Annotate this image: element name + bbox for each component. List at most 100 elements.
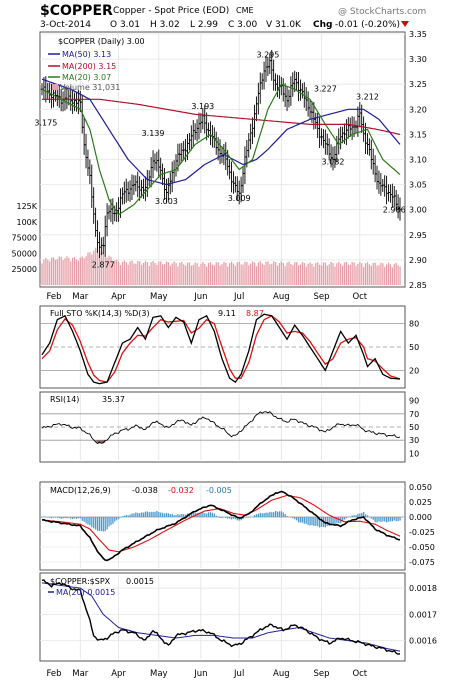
volume-bar: [301, 262, 304, 285]
volume-bar: [89, 252, 91, 285]
volume-bar: [72, 257, 74, 285]
histogram-bar: [56, 517, 59, 518]
down-arrow-icon: [401, 21, 409, 27]
volume-bar: [169, 265, 171, 285]
volume-bar: [296, 262, 298, 285]
histogram-bar: [91, 517, 93, 528]
month-axis-bottom: Feb Mar Apr May Jun Jul Aug Sep Oct: [46, 669, 367, 679]
macd-signal-line: [41, 494, 401, 553]
volume-bar: [207, 262, 210, 285]
histogram-bar: [387, 517, 390, 522]
volume-bar: [104, 255, 106, 285]
volume-tick-label: 50000: [12, 249, 37, 258]
histogram-bar: [123, 515, 126, 517]
y-tick-label: 90: [409, 397, 419, 406]
volume-bar: [135, 263, 137, 285]
rsi-legend-name: RSI(14): [50, 395, 79, 404]
price-annotation: 3.295: [256, 51, 279, 60]
histogram-bar: [286, 516, 288, 517]
histogram-bar: [391, 517, 394, 522]
volume-bar: [307, 263, 309, 285]
volume-bar: [43, 259, 45, 285]
volume-bar: [288, 261, 290, 285]
volume-bar: [251, 261, 254, 285]
month-label: May: [150, 669, 168, 679]
volume-bar: [309, 262, 311, 285]
volume-bar: [303, 263, 305, 285]
histogram-bar: [261, 513, 263, 517]
histogram-bar: [163, 513, 166, 517]
volume-bar: [192, 264, 194, 285]
histogram-bar: [318, 517, 321, 528]
histogram-bar: [179, 514, 181, 517]
price-annotation: 3.193: [191, 102, 214, 111]
sto-legend-k: 9.11: [218, 309, 236, 318]
macd-legend-hist: -0.005: [206, 486, 232, 495]
histogram-bar: [361, 512, 363, 517]
histogram-bar: [102, 517, 104, 532]
volume-bar: [95, 247, 97, 285]
histogram-bar: [343, 517, 346, 520]
month-label: Aug: [273, 292, 290, 302]
volume-bar: [345, 261, 348, 285]
histogram-bar: [62, 517, 64, 519]
legend-ma20: MA(20) 3.07: [62, 73, 111, 82]
histogram-bar: [229, 517, 231, 519]
histogram-bar: [355, 515, 357, 517]
volume-bar: [129, 261, 131, 285]
ticker-description: Copper - Spot Price (EOD): [113, 6, 229, 16]
volume-bar: [50, 257, 53, 285]
volume-bar: [294, 262, 296, 285]
histogram-bar: [380, 517, 382, 522]
volume-bar: [393, 263, 395, 285]
volume-bar: [221, 264, 223, 285]
histogram-bar: [96, 517, 99, 531]
volume-bar: [142, 262, 145, 285]
y-tick-label: 50: [409, 343, 419, 352]
month-label: Feb: [46, 669, 61, 679]
histogram-bar: [326, 517, 328, 526]
volume-bar: [100, 251, 103, 285]
histogram-bar: [177, 514, 179, 517]
y-tick-label: 2.85: [409, 281, 427, 290]
histogram-bar: [351, 515, 353, 517]
macd-legend-signal: -0.032: [168, 486, 194, 495]
volume-bar: [215, 262, 217, 285]
histogram-bar: [303, 517, 305, 524]
volume-bar: [85, 256, 87, 285]
histogram-bar: [378, 517, 380, 522]
exchange-label: CME: [236, 6, 254, 15]
volume-bar: [112, 260, 114, 285]
volume-bar: [357, 263, 359, 285]
histogram-bar: [64, 517, 66, 519]
volume-bar: [144, 260, 147, 285]
volume-bar: [274, 261, 277, 285]
histogram-bar: [213, 513, 215, 517]
volume-bar: [349, 264, 351, 285]
histogram-bar: [263, 513, 265, 517]
histogram-bar: [384, 517, 386, 522]
histogram-bar: [144, 511, 147, 517]
histogram-bar: [135, 512, 137, 517]
legend-main: $COPPER (Daily) 3.00: [58, 37, 145, 46]
histogram-bar: [217, 516, 219, 518]
histogram-bar: [232, 517, 235, 519]
month-label: Apr: [111, 292, 126, 302]
volume-bar: [234, 265, 237, 285]
volume-bar: [62, 260, 64, 285]
histogram-bar: [49, 517, 51, 518]
volume-bar: [58, 256, 60, 285]
volume-tick-label: 75000: [12, 234, 37, 243]
volume-bar: [211, 264, 214, 285]
histogram-bar: [43, 516, 45, 518]
volume-bar: [236, 262, 238, 285]
y-tick-label: 3.25: [409, 80, 427, 89]
histogram-bar: [133, 513, 135, 517]
y-tick-label: -0.075: [409, 558, 435, 567]
volume-bar: [66, 256, 68, 285]
ratio-legend-ma: MA(20) 0.0015: [56, 588, 115, 597]
quote-date: 3-Oct-2014: [40, 20, 91, 30]
volume-bar: [154, 263, 156, 285]
volume-bar: [45, 257, 47, 285]
histogram-bar: [47, 517, 49, 518]
